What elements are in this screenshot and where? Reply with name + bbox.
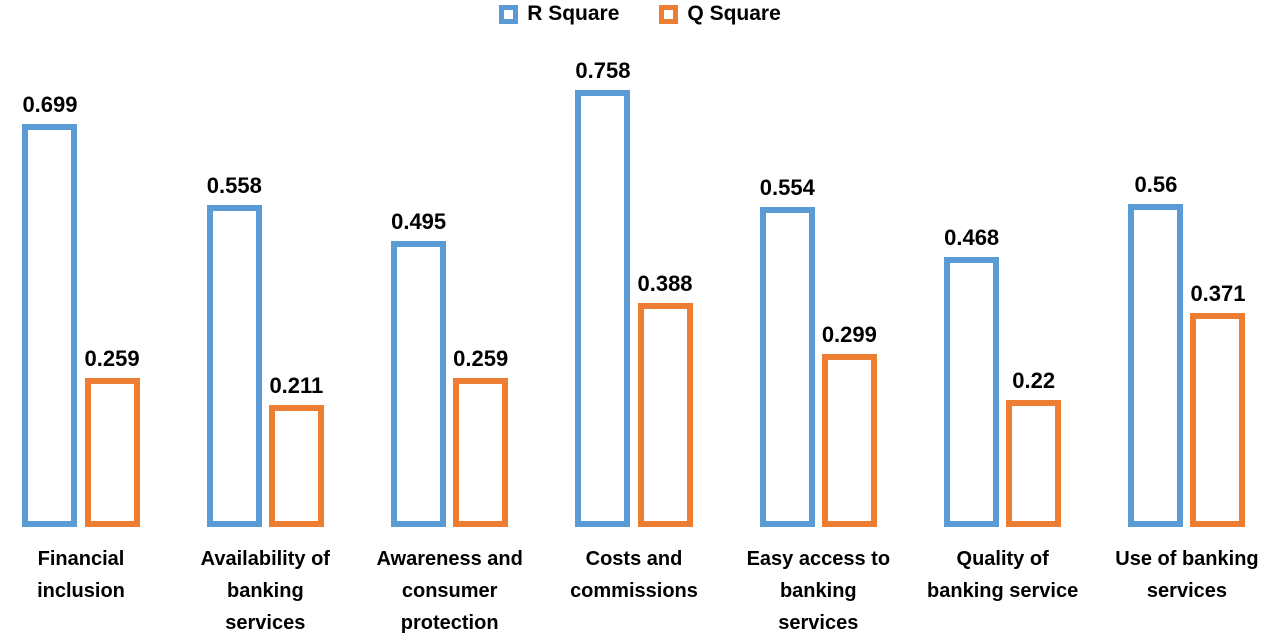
q-square-bar [453, 378, 509, 527]
bar-column: 0.554 [760, 175, 815, 527]
bar-column: 0.558 [207, 173, 262, 527]
category-group: 0.558 0.211 Availability of banking servic… [184, 0, 346, 641]
category-label: Financial inclusion [37, 548, 125, 602]
category-label: Availability of banking services [200, 548, 330, 634]
legend-label: R Square [527, 2, 620, 25]
r-square-bar [575, 90, 631, 527]
category-label: Costs and commissions [570, 548, 698, 602]
bar-pair: 0.554 0.299 [760, 0, 877, 527]
q-square-bar [84, 378, 140, 527]
category-group: 0.758 0.388 Costs and commissions [553, 0, 715, 641]
category-label: Use of banking services [1115, 548, 1259, 602]
category-label: Awareness and consumer protection [376, 548, 523, 634]
value-label: 0.259 [453, 346, 509, 371]
bar-column: 0.468 [944, 225, 999, 527]
value-label: 0.758 [575, 58, 631, 83]
bar-pair: 0.495 0.259 [391, 0, 508, 527]
bar-column: 0.371 [1190, 281, 1246, 527]
r-square-bar [759, 207, 815, 527]
value-label: 0.388 [637, 271, 693, 296]
category-group: 0.554 0.299 Easy access to banking service… [737, 0, 899, 641]
category-group: 0.56 0.371 Use of banking services [1106, 0, 1268, 641]
bar-column: 0.56 [1128, 172, 1184, 527]
value-label: 0.371 [1190, 281, 1246, 306]
legend-item-q-square: Q Square [659, 1, 781, 27]
bar-pair: 0.699 0.259 [22, 0, 140, 527]
r-square-bar [22, 124, 78, 527]
legend-item-r-square: R Square [499, 1, 619, 27]
value-label: 0.554 [759, 175, 815, 200]
bar-pair: 0.468 0.22 [944, 0, 1062, 527]
category-label: Easy access to banking services [746, 548, 891, 634]
bar-column: 0.299 [822, 322, 877, 527]
bar-pair: 0.758 0.388 [575, 0, 693, 527]
bar-column: 0.495 [391, 209, 446, 527]
bar-column: 0.259 [453, 346, 508, 527]
r-square-bar [206, 205, 262, 527]
legend: R Square Q Square [0, 1, 1280, 27]
q-square-bar [1006, 400, 1062, 527]
bar-column: 0.259 [85, 346, 140, 527]
value-label: 0.699 [22, 92, 78, 117]
r-square-bar [944, 257, 1000, 527]
bar-column: 0.211 [268, 373, 324, 527]
bar-column: 0.699 [22, 92, 78, 527]
q-square-bar [821, 354, 877, 527]
legend-label: Q Square [687, 2, 781, 25]
bar-column: 0.758 [575, 58, 630, 527]
bar-pair: 0.558 0.211 [207, 0, 324, 527]
q-square-bar [637, 303, 693, 527]
value-label: 0.468 [944, 225, 1000, 250]
category-group: 0.699 0.259 Financial inclusion [0, 0, 162, 641]
legend-swatch-icon [659, 4, 679, 24]
r-square-bar [391, 241, 447, 527]
value-label: 0.56 [1134, 172, 1178, 197]
bar-column: 0.388 [637, 271, 693, 527]
value-label: 0.299 [821, 322, 877, 347]
category-group: 0.495 0.259 Awareness and consumer protect… [369, 0, 531, 641]
q-square-bar [1190, 313, 1246, 527]
r-square-bar [1128, 204, 1184, 527]
q-square-bar [268, 405, 324, 527]
value-label: 0.495 [391, 209, 447, 234]
category-label: Quality of banking service [927, 548, 1079, 602]
bar-pair: 0.56 0.371 [1128, 0, 1246, 527]
value-label: 0.259 [84, 346, 140, 371]
value-label: 0.22 [1012, 368, 1056, 393]
value-label: 0.558 [206, 173, 262, 198]
legend-swatch-icon [499, 4, 519, 24]
value-label: 0.211 [269, 373, 324, 398]
category-group: 0.468 0.22 Quality of banking service [922, 0, 1084, 641]
bar-column: 0.22 [1006, 368, 1062, 527]
